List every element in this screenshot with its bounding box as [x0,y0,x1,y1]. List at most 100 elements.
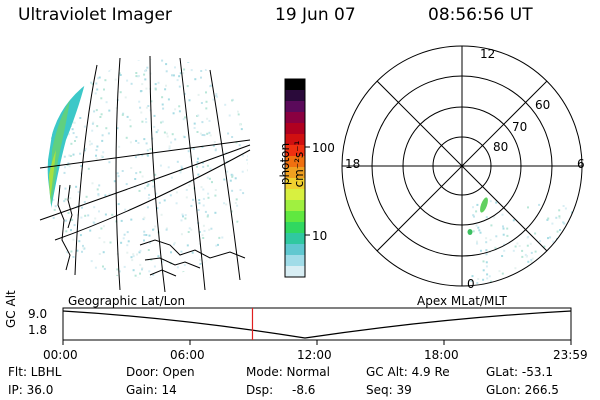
noise-pixel [131,259,134,262]
noise-pixel [95,154,97,157]
noise-pixel [52,198,55,201]
noise-pixel [108,161,111,164]
noise-pixel [146,185,149,187]
noise-pixel [167,166,170,169]
noise-pixel [141,154,144,157]
noise-pixel [472,206,474,209]
noise-pixel [144,78,147,81]
noise-pixel [121,170,124,172]
noise-pixel [143,233,146,236]
noise-pixel [81,250,83,253]
noise-pixel [225,203,228,206]
noise-pixel [126,244,129,247]
noise-pixel [129,119,132,121]
noise-pixel [152,180,155,183]
noise-pixel [166,132,168,135]
noise-pixel [144,69,146,72]
noise-pixel [67,162,70,165]
noise-pixel [552,240,555,243]
noise-pixel [206,215,209,218]
polar-label: Apex MLat/MLT [417,294,507,308]
noise-pixel [212,144,215,147]
noise-pixel [215,244,218,247]
noise-pixel [129,125,132,128]
noise-pixel [91,83,94,86]
noise-pixel [476,242,479,245]
noise-pixel [156,207,159,210]
noise-pixel [99,116,102,118]
noise-pixel [147,249,150,251]
noise-pixel [476,240,478,243]
noise-pixel [178,85,181,88]
noise-pixel [69,155,72,157]
lat-label-60: 60 [535,98,551,112]
noise-pixel [68,154,71,157]
noise-pixel [206,176,209,179]
noise-pixel [210,84,213,87]
noise-pixel [64,166,66,169]
noise-pixel [196,161,199,164]
info-ip: IP: 36.0 [8,383,54,397]
noise-pixel [186,85,189,88]
noise-pixel [75,136,78,139]
noise-pixel [145,117,147,120]
noise-pixel [72,121,75,124]
noise-pixel [135,72,138,74]
noise-pixel [155,131,158,134]
noise-pixel [207,196,210,199]
noise-pixel [227,132,230,135]
noise-pixel [485,237,488,240]
noise-pixel [98,76,101,79]
noise-pixel [215,148,217,150]
noise-pixel [194,78,197,81]
noise-pixel [235,141,238,144]
noise-pixel [141,267,144,270]
noise-pixel [485,265,488,268]
noise-pixel [242,192,245,195]
noise-pixel [98,210,100,213]
noise-pixel [211,181,213,184]
noise-pixel [165,227,168,230]
noise-pixel [501,213,504,216]
noise-pixel [186,244,189,247]
noise-pixel [96,188,99,191]
noise-pixel [202,197,205,200]
noise-pixel [155,192,158,195]
noise-pixel [170,141,173,144]
noise-pixel [239,123,241,126]
noise-pixel [514,245,517,248]
timeline-ylabel: GC Alt [4,290,18,328]
noise-pixel [198,231,201,233]
noise-pixel [85,195,88,198]
noise-pixel [94,266,97,269]
noise-pixel [165,70,168,73]
noise-pixel [138,189,141,192]
noise-pixel [70,250,73,253]
noise-pixel [139,263,142,266]
noise-pixel [126,251,129,254]
noise-pixel [564,207,567,210]
noise-pixel [132,269,135,272]
noise-pixel [104,213,107,216]
noise-pixel [146,66,149,69]
noise-pixel [147,105,150,107]
noise-pixel [199,258,202,261]
noise-pixel [152,228,154,231]
aurora-image [47,59,248,279]
noise-pixel [193,122,196,125]
noise-pixel [101,139,104,142]
noise-pixel [246,169,248,172]
noise-pixel [102,265,104,268]
noise-pixel [136,253,138,256]
noise-pixel [226,170,229,173]
noise-pixel [72,256,75,258]
noise-pixel [162,107,165,110]
noise-pixel [551,222,554,225]
noise-pixel [118,145,121,148]
noise-pixel [172,74,175,77]
noise-pixel [202,237,205,239]
noise-pixel [200,186,203,189]
noise-pixel [187,150,190,153]
noise-pixel [134,178,137,180]
noise-pixel [482,269,485,272]
